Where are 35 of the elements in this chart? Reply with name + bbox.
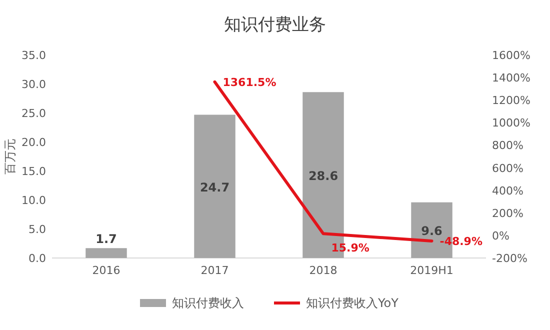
y2-tick-label: 400% (492, 184, 524, 198)
x-tick-label: 2016 (92, 264, 120, 277)
chart-title: 知识付费业务 (224, 15, 326, 35)
y2-tick-label: 600% (492, 162, 524, 175)
legend-label: 知识付费收入YoY (306, 296, 400, 310)
data-label: -48.9% (440, 234, 482, 248)
x-tick-label: 2017 (200, 264, 229, 277)
x-tick-label: 2018 (309, 264, 338, 277)
x-tick-label: 2019H1 (410, 264, 454, 277)
y-tick-label: 15.0 (22, 165, 46, 178)
y-tick-label: 20.0 (22, 136, 46, 149)
y-tick-label: 10.0 (22, 194, 46, 207)
y2-tick-label: 800% (492, 139, 524, 152)
y2-tick-label: 0% (492, 229, 510, 242)
data-label: 1361.5% (222, 76, 276, 89)
y2-tick-label: 200% (492, 206, 524, 220)
data-label: 1.7 (96, 232, 117, 246)
bar (194, 114, 236, 258)
y2-tick-label: 1000% (492, 116, 530, 130)
legend-label: 知识付费收入 (172, 296, 244, 310)
y2-tick-label: 1400% (492, 72, 530, 85)
y-tick-label: 5.0 (28, 223, 46, 236)
y2-tick-label: 1600% (492, 49, 530, 62)
y-tick-label: 35.0 (22, 49, 46, 62)
y2-tick-label: 1200% (492, 94, 530, 108)
y2-tick-label: -200% (492, 252, 528, 265)
y-axis-title: 百万元 (3, 138, 17, 174)
data-label: 28.6 (308, 169, 338, 184)
y-tick-label: 0.0 (28, 252, 46, 265)
y-tick-label: 30.0 (22, 78, 46, 91)
data-label: 24.7 (200, 180, 230, 194)
data-label: 15.9% (331, 242, 370, 255)
bar (86, 248, 127, 258)
y-tick-label: 25.0 (22, 107, 46, 120)
data-label: 9.6 (421, 224, 442, 238)
